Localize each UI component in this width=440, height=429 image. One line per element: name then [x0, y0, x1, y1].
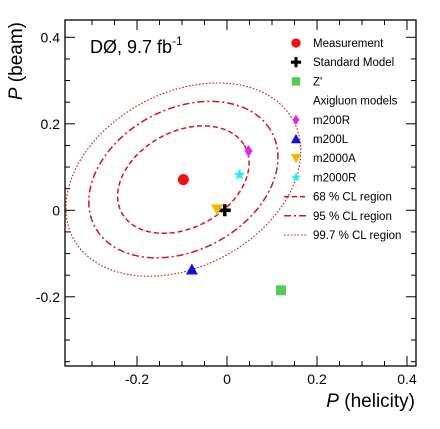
- x-axis-title-text: (helicity): [339, 391, 415, 412]
- legend-label-measurement: Measurement: [313, 38, 384, 50]
- legend-label-m2000a: m2000A: [313, 153, 356, 165]
- legend-header: Axigluon models: [313, 96, 398, 108]
- x-axis-symbol: P: [326, 391, 339, 412]
- point-measurement: [177, 174, 189, 186]
- point-standard-model: [218, 204, 231, 217]
- cl-region-3: [65, 82, 302, 277]
- y-tick-label: -0.2: [36, 289, 60, 305]
- y-axis-title: P (beam): [6, 22, 27, 100]
- point-m200r: [244, 145, 253, 158]
- cl-region-2: [88, 100, 279, 259]
- y-tick-label: 0.4: [41, 29, 61, 45]
- x-tick-label: 0.4: [397, 371, 417, 387]
- plot-frame: [64, 19, 417, 367]
- regions-layer: [65, 82, 302, 277]
- legend-label-region-3: 99.7 % CL region: [313, 230, 401, 242]
- legend-symbol-measurement: [291, 38, 301, 48]
- points-layer: [177, 145, 286, 296]
- cl-region-1: [116, 125, 250, 235]
- point-m2000a: [211, 204, 224, 216]
- legend-label-m200r: m200R: [313, 115, 350, 127]
- ticks-layer: -0.2 0 0.2 0.4 -0.2 0 0.2 0.4: [36, 20, 417, 387]
- point-z: [276, 285, 286, 296]
- legend-symbol-m2000r: [291, 172, 301, 182]
- legend-label-m2000r: m2000R: [313, 172, 356, 184]
- point-m200l: [185, 263, 198, 275]
- legend-symbol-m200l: [290, 133, 302, 144]
- legend-symbol-m200r: [292, 114, 300, 125]
- y-axis-symbol: P: [6, 87, 27, 100]
- x-tick-label: -0.2: [125, 371, 149, 387]
- y-tick-label: 0: [52, 202, 60, 218]
- legend-label-standard-model: Standard Model: [313, 57, 394, 69]
- point-m2000r: [233, 168, 246, 180]
- legend-label-region-2: 95 % CL region: [313, 211, 392, 223]
- legend: Measurement Standard Model Z' Axigluon mode…: [284, 38, 401, 242]
- y-tick-label: 0.2: [41, 116, 61, 132]
- x-tick-label: 0: [223, 371, 231, 387]
- y-axis-title-text: (beam): [6, 22, 27, 87]
- legend-symbol-m2000a: [290, 153, 302, 164]
- legend-symbol-z: [291, 77, 301, 86]
- x-axis-title: P (helicity): [326, 391, 415, 412]
- legend-label-region-1: 68 % CL region: [313, 192, 392, 204]
- legend-symbol-standard-model: [290, 57, 302, 68]
- legend-label-z: Z': [313, 76, 322, 88]
- legend-label-m200l: m200L: [313, 134, 349, 146]
- experiment-annotation: DØ, 9.7 fb-1: [90, 34, 183, 57]
- x-tick-label: 0.2: [307, 371, 327, 387]
